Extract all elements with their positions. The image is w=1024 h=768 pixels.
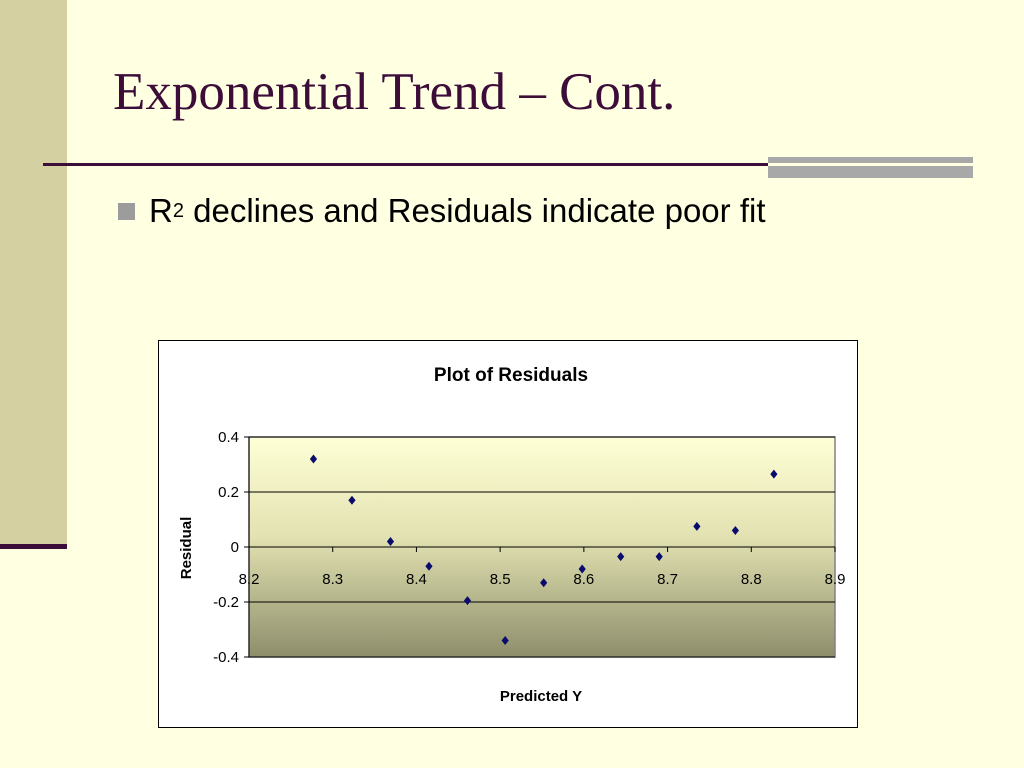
y-axis-label: Residual (178, 517, 195, 580)
x-tick-label-7: 8.9 (825, 571, 846, 588)
data-point-9 (655, 552, 663, 562)
y-tick-label-3: -0.2 (213, 594, 239, 611)
data-point-7 (578, 564, 586, 574)
x-tick-label-5: 8.7 (657, 571, 678, 588)
data-point-3 (425, 561, 433, 571)
bullet-r: R (149, 192, 173, 229)
data-point-11 (731, 526, 739, 535)
left-band-rule (0, 544, 67, 549)
residual-chart-svg: Plot of Residuals 8.2 8.3 8.4 8.5 8.6 8.7 8.8 8… (178, 365, 846, 705)
title-rule (43, 163, 973, 166)
data-point-10 (693, 521, 701, 531)
data-point-8 (617, 552, 625, 562)
x-axis-label: Predicted Y (500, 688, 582, 705)
y-tick-label-0: 0.4 (218, 429, 239, 446)
x-tick-label-6: 8.8 (741, 571, 762, 588)
slide-title: Exponential Trend – Cont. (113, 63, 676, 121)
residual-chart: Plot of Residuals 8.2 8.3 8.4 8.5 8.6 8.7 8.8 8… (158, 340, 858, 728)
y-tick-label-4: -0.4 (213, 649, 239, 666)
grid-lines (249, 436, 835, 658)
x-tick-label-1: 8.3 (322, 571, 343, 588)
title-accent-bar (768, 157, 973, 178)
x-tick-label-3: 8.5 (490, 571, 511, 588)
data-point-4 (463, 596, 472, 606)
x-tick-label-4: 8.6 (573, 571, 594, 588)
x-tick-label-2: 8.4 (406, 571, 427, 588)
left-decor-band (0, 0, 67, 548)
bullet-superscript: 2 (172, 199, 184, 222)
y-tick-labels: 0.4 0.2 0 -0.2 -0.4 (213, 429, 249, 666)
square-bullet-icon (118, 202, 135, 220)
x-tick-label-0: 8.2 (239, 571, 260, 588)
y-tick-label-1: 0.2 (218, 484, 239, 501)
data-point-6 (540, 578, 548, 588)
chart-title: Plot of Residuals (434, 365, 588, 386)
data-point-1 (348, 495, 356, 505)
data-point-5 (501, 636, 509, 645)
bullet-text: declines and Residuals indicate poor fit (183, 192, 766, 229)
data-point-12 (770, 469, 778, 479)
x-tick-labels: 8.2 8.3 8.4 8.5 8.6 8.7 8.8 8.9 (239, 547, 846, 588)
y-tick-label-2: 0 (231, 539, 239, 556)
title-accent-stripe (768, 163, 973, 166)
